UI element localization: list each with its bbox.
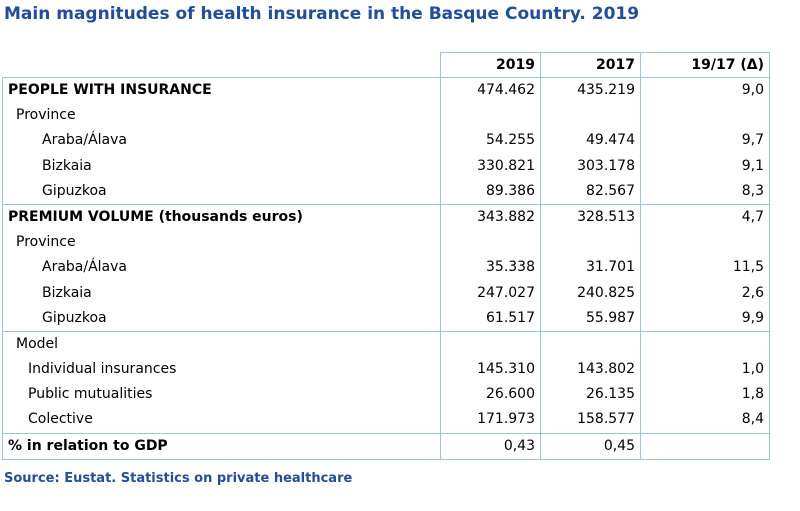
row-label: Araba/Álava: [2, 128, 440, 154]
value-cell: [640, 230, 770, 256]
value-cell: 1,0: [640, 357, 770, 383]
table-row: Province: [2, 230, 770, 256]
table: 2019 2017 19/17 (Δ) PEOPLE WITH INSURANCE 47…: [2, 52, 770, 460]
table-row: Individual insurances 145.310 143.802 1,0: [2, 357, 770, 383]
value-cell: 2,6: [640, 280, 770, 306]
value-cell: [540, 331, 640, 358]
header-cell: 2017: [540, 52, 640, 77]
table-section: PREMIUM VOLUME (thousands euros) 343.882 3…: [2, 203, 770, 331]
value-cell: 82.567: [540, 178, 640, 204]
table-row: % in relation to GDP 0,43 0,45: [2, 433, 770, 459]
header-row: 2019 2017 19/17 (Δ): [2, 52, 770, 77]
value-cell: 26.600: [440, 382, 540, 408]
header-cell: [2, 52, 440, 77]
table-row: Gipuzkoa 89.386 82.567 8,3: [2, 178, 770, 204]
value-cell: 145.310: [440, 357, 540, 383]
value-cell: 9,0: [640, 78, 770, 104]
value-cell: 54.255: [440, 128, 540, 154]
header-cell: 2019: [440, 52, 540, 77]
value-cell: 240.825: [540, 280, 640, 306]
table-row: Gipuzkoa 61.517 55.987 9,9: [2, 305, 770, 331]
table-row: Bizkaia 247.027 240.825 2,6: [2, 280, 770, 306]
value-cell: [540, 103, 640, 129]
value-cell: 11,5: [640, 255, 770, 281]
row-label: Province: [2, 103, 440, 129]
table-row: Model: [2, 331, 770, 358]
value-cell: 0,45: [540, 433, 640, 459]
row-label: Araba/Álava: [2, 255, 440, 281]
value-cell: 9,9: [640, 305, 770, 331]
value-cell: 343.882: [440, 204, 540, 231]
value-cell: 9,1: [640, 153, 770, 179]
value-cell: 328.513: [540, 204, 640, 231]
value-cell: 89.386: [440, 178, 540, 204]
table-section: % in relation to GDP 0,43 0,45: [2, 432, 770, 460]
value-cell: 1,8: [640, 382, 770, 408]
value-cell: 8,3: [640, 178, 770, 204]
header-cell: 19/17 (Δ): [640, 52, 770, 77]
value-cell: [640, 331, 770, 358]
value-cell: 26.135: [540, 382, 640, 408]
row-label: Province: [2, 230, 440, 256]
row-label: Gipuzkoa: [2, 305, 440, 331]
value-cell: 158.577: [540, 407, 640, 433]
row-label: Colective: [2, 407, 440, 433]
table-row: PREMIUM VOLUME (thousands euros) 343.882 3…: [2, 204, 770, 231]
value-cell: [440, 103, 540, 129]
table-section: PEOPLE WITH INSURANCE 474.462 435.219 9,0 Pr…: [2, 77, 770, 204]
value-cell: 0,43: [440, 433, 540, 459]
value-cell: [640, 103, 770, 129]
value-cell: 171.973: [440, 407, 540, 433]
table-row: PEOPLE WITH INSURANCE 474.462 435.219 9,0: [2, 78, 770, 104]
table-row: Colective 171.973 158.577 8,4: [2, 407, 770, 433]
value-cell: 474.462: [440, 78, 540, 104]
row-label: PEOPLE WITH INSURANCE: [2, 78, 440, 104]
table-row: Public mutualities 26.600 26.135 1,8: [2, 382, 770, 408]
row-label: Public mutualities: [2, 382, 440, 408]
row-label: Model: [2, 331, 440, 358]
row-label: PREMIUM VOLUME (thousands euros): [2, 204, 440, 231]
table-section: Model Individual insurances 145.310 143.802…: [2, 330, 770, 433]
value-cell: [440, 230, 540, 256]
value-cell: 61.517: [440, 305, 540, 331]
table-row: Araba/Álava 54.255 49.474 9,7: [2, 128, 770, 154]
table-row: Araba/Álava 35.338 31.701 11,5: [2, 255, 770, 281]
value-cell: [440, 331, 540, 358]
row-label: Bizkaia: [2, 280, 440, 306]
value-cell: 35.338: [440, 255, 540, 281]
table-row: Province: [2, 103, 770, 129]
table-row: Bizkaia 330.821 303.178 9,1: [2, 153, 770, 179]
value-cell: 435.219: [540, 78, 640, 104]
value-cell: 31.701: [540, 255, 640, 281]
value-cell: 8,4: [640, 407, 770, 433]
value-cell: 330.821: [440, 153, 540, 179]
value-cell: [640, 433, 770, 459]
source: Source: Eustat. Statistics on private he…: [4, 471, 353, 486]
row-label: Bizkaia: [2, 153, 440, 179]
row-label: % in relation to GDP: [2, 433, 440, 459]
value-cell: 49.474: [540, 128, 640, 154]
title: Main magnitudes of health insurance in t…: [4, 4, 640, 24]
row-label: Individual insurances: [2, 357, 440, 383]
value-cell: 247.027: [440, 280, 540, 306]
value-cell: 55.987: [540, 305, 640, 331]
value-cell: 9,7: [640, 128, 770, 154]
value-cell: 4,7: [640, 204, 770, 231]
value-cell: [540, 230, 640, 256]
row-label: Gipuzkoa: [2, 178, 440, 204]
value-cell: 303.178: [540, 153, 640, 179]
value-cell: 143.802: [540, 357, 640, 383]
